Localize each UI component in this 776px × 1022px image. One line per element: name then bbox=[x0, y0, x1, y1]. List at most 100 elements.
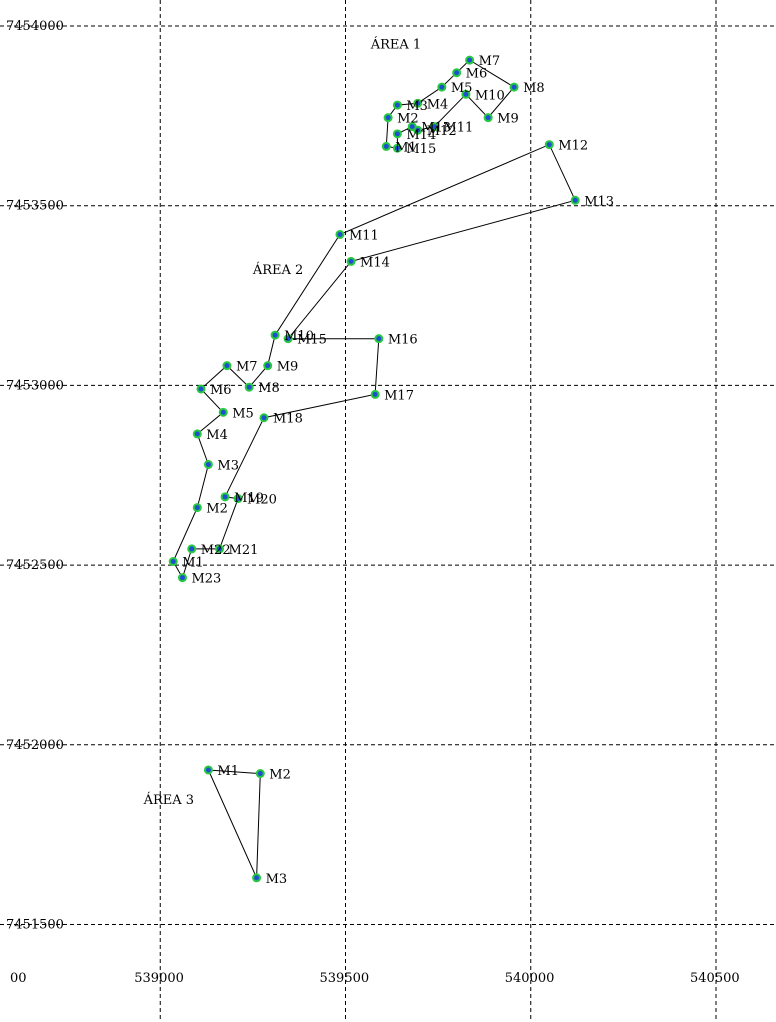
area-label: ÁREA 2 bbox=[252, 262, 303, 278]
marker-label: M11 bbox=[349, 228, 379, 243]
marker-label: M16 bbox=[388, 333, 418, 348]
marker-label: M17 bbox=[384, 388, 414, 403]
marker-label: M14 bbox=[406, 128, 436, 143]
marker-label: M13 bbox=[421, 121, 451, 136]
marker-label: M12 bbox=[558, 139, 588, 154]
label-layer: M1M2M3M4M5M6M7M8M9M10M11M12M13M14M15ÁREA… bbox=[143, 36, 614, 886]
y-tick-label: 7452500 bbox=[6, 558, 64, 573]
x-tick-label: 540000 bbox=[505, 971, 555, 986]
marker-label: M23 bbox=[191, 572, 221, 587]
x-tick-label: 540500 bbox=[690, 971, 740, 986]
marker-label: M2 bbox=[269, 768, 291, 783]
marker-label: M1 bbox=[217, 764, 239, 779]
marker-label: M3 bbox=[217, 458, 239, 473]
marker-label: M6 bbox=[210, 383, 232, 398]
marker-label: M15 bbox=[297, 333, 327, 348]
marker-point-m16 bbox=[374, 334, 384, 344]
marker-point-m3 bbox=[203, 459, 213, 469]
marker-point-m11 bbox=[335, 229, 345, 239]
marker-point-m6 bbox=[196, 384, 206, 394]
marker-label: M4 bbox=[206, 428, 228, 443]
area-boundary-2 bbox=[172, 143, 576, 579]
marker-point-m9 bbox=[263, 361, 273, 371]
marker-label: M4 bbox=[427, 97, 449, 112]
marker-point-m9 bbox=[483, 113, 493, 123]
marker-point-m10 bbox=[270, 330, 280, 340]
marker-point-m6 bbox=[452, 68, 462, 78]
y-tick-label: 7453500 bbox=[6, 199, 64, 214]
marker-point-m7 bbox=[465, 55, 475, 65]
marker-point-m13 bbox=[407, 122, 417, 132]
marker-label: M22 bbox=[201, 543, 231, 558]
marker-label: M7 bbox=[236, 360, 258, 375]
marker-label: M7 bbox=[479, 54, 501, 69]
marker-point-m21 bbox=[215, 544, 225, 554]
y-tick-label: 7451500 bbox=[6, 918, 64, 933]
marker-label: M12 bbox=[427, 124, 457, 139]
marker-label: M11 bbox=[443, 121, 473, 136]
marker-point-m23 bbox=[177, 573, 187, 583]
marker-label: M20 bbox=[247, 493, 277, 508]
marker-layer bbox=[168, 55, 580, 883]
marker-label: M3 bbox=[266, 872, 288, 887]
marker-point-m18 bbox=[259, 413, 269, 423]
marker-label: M5 bbox=[451, 81, 473, 96]
marker-point-m5 bbox=[437, 82, 447, 92]
marker-label: M8 bbox=[258, 381, 280, 396]
axis-layer: 00 539000 539500 540000 540500 7454000 7453500… bbox=[6, 19, 740, 986]
area-boundary-1 bbox=[385, 59, 515, 149]
marker-point-m22 bbox=[187, 544, 197, 554]
marker-point-m1 bbox=[168, 557, 178, 567]
marker-label: M6 bbox=[466, 67, 488, 82]
x-tick-label: 539000 bbox=[134, 971, 184, 986]
marker-label: M1 bbox=[182, 556, 204, 571]
marker-point-m5 bbox=[218, 407, 228, 417]
marker-label: M8 bbox=[523, 81, 545, 96]
marker-point-m12 bbox=[544, 140, 554, 150]
marker-point-m8 bbox=[244, 382, 254, 392]
marker-point-m2 bbox=[383, 113, 393, 123]
marker-point-m1 bbox=[381, 141, 391, 151]
area-label: ÁREA 3 bbox=[143, 792, 194, 808]
marker-point-m19 bbox=[220, 492, 230, 502]
boundary-layer bbox=[172, 59, 576, 879]
marker-point-m11 bbox=[429, 122, 439, 132]
marker-point-m4 bbox=[192, 429, 202, 439]
marker-point-m2 bbox=[192, 503, 202, 513]
marker-point-m14 bbox=[392, 129, 402, 139]
marker-label: M18 bbox=[273, 412, 303, 427]
marker-point-m8 bbox=[509, 82, 519, 92]
marker-point-m10 bbox=[461, 89, 471, 99]
y-tick-label: 7453000 bbox=[6, 378, 64, 393]
marker-point-m20 bbox=[233, 494, 243, 504]
marker-point-m7 bbox=[222, 361, 232, 371]
marker-label: M9 bbox=[277, 360, 299, 375]
marker-label: M2 bbox=[206, 502, 228, 517]
marker-point-m15 bbox=[392, 143, 402, 153]
marker-label: M10 bbox=[284, 329, 314, 344]
marker-point-m3 bbox=[392, 100, 402, 110]
marker-point-m17 bbox=[370, 389, 380, 399]
marker-point-m3 bbox=[252, 873, 262, 883]
marker-label: M13 bbox=[584, 194, 614, 209]
area-boundary-3 bbox=[207, 769, 261, 879]
marker-point-m2 bbox=[255, 769, 265, 779]
marker-label: M5 bbox=[232, 406, 254, 421]
y-tick-label: 7452000 bbox=[6, 738, 64, 753]
marker-point-m13 bbox=[570, 195, 580, 205]
marker-label: M15 bbox=[406, 142, 436, 157]
marker-point-m15 bbox=[283, 334, 293, 344]
marker-label: M3 bbox=[406, 99, 428, 114]
marker-point-m4 bbox=[413, 98, 423, 108]
marker-label: M1 bbox=[395, 140, 417, 155]
marker-label: M9 bbox=[497, 112, 519, 127]
x-tick-label: 00 bbox=[10, 971, 27, 986]
area-label: ÁREA 1 bbox=[370, 36, 421, 52]
marker-label: M21 bbox=[229, 543, 259, 558]
marker-label: M10 bbox=[475, 88, 505, 103]
marker-label: M14 bbox=[360, 255, 390, 270]
marker-label: M19 bbox=[234, 491, 264, 506]
marker-label: M2 bbox=[397, 112, 419, 127]
